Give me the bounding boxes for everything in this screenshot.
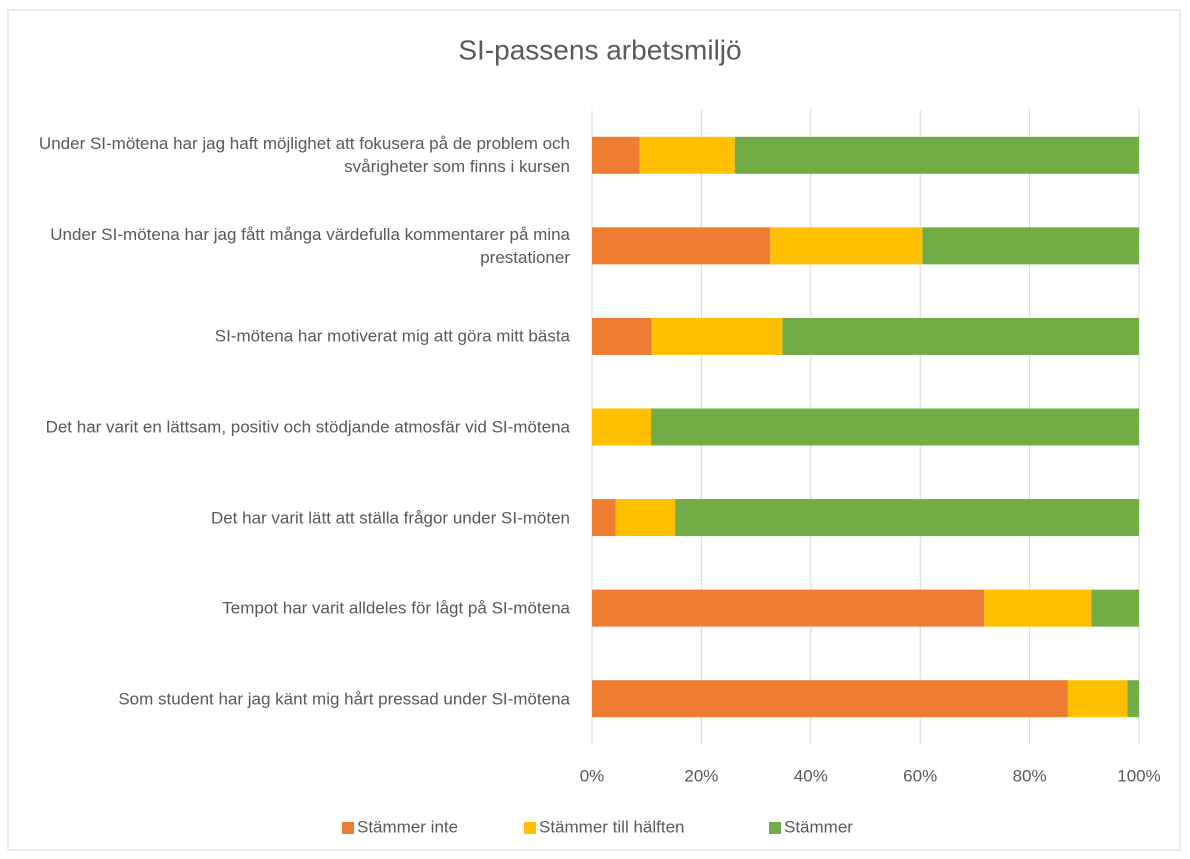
bar-segment: [592, 680, 1068, 718]
x-tick-label: 0%: [580, 766, 605, 785]
bar-segment: [984, 589, 1092, 627]
y-tick-label: SI-mötena har motiverat mig att göra mit…: [214, 326, 570, 346]
bar-segment: [1127, 680, 1139, 718]
bar-segment: [922, 227, 1139, 265]
bar-segment: [592, 589, 985, 627]
x-tick-label: 100%: [1117, 766, 1160, 785]
bar-segment: [592, 499, 616, 537]
bar-segment: [639, 136, 735, 174]
bar-segment: [675, 499, 1139, 537]
x-tick-label: 60%: [903, 766, 937, 785]
legend-swatch: [524, 822, 536, 834]
bar-segment: [651, 408, 1139, 446]
bar-segment: [592, 317, 652, 355]
bar-segment: [592, 227, 771, 265]
y-tick-label: Det har varit en lättsam, positiv och st…: [45, 417, 570, 437]
bar-segment: [1067, 680, 1128, 718]
bar-segment: [592, 136, 640, 174]
x-tick-label: 80%: [1013, 766, 1047, 785]
bar-segment: [734, 136, 1139, 174]
x-tick-label: 20%: [684, 766, 718, 785]
legend-label: Stämmer till hälften: [539, 817, 685, 836]
legend-label: Stämmer: [784, 817, 853, 836]
y-tick-label: Det har varit lätt att ställa frågor und…: [210, 508, 570, 528]
legend-swatch: [342, 822, 354, 834]
y-tick-label: Under SI-mötena har jag haft möjlighet a…: [38, 134, 570, 177]
legend-swatch: [769, 822, 781, 834]
y-tick-label: Tempot har varit alldeles för lågt på SI…: [222, 598, 570, 618]
y-tick-label: Som student har jag känt mig hårt pressa…: [118, 689, 570, 709]
bar-segment: [1091, 589, 1139, 627]
bar-segment: [615, 499, 676, 537]
bar-segment: [782, 317, 1139, 355]
legend-label: Stämmer inte: [357, 817, 458, 836]
chart-title: SI-passens arbetsmiljö: [458, 34, 741, 65]
bar-segment: [651, 317, 783, 355]
x-tick-label: 40%: [794, 766, 828, 785]
bar-segment: [770, 227, 923, 265]
bar-segment: [592, 408, 652, 446]
y-tick-label: Under SI-mötena har jag fått många värde…: [50, 224, 570, 267]
